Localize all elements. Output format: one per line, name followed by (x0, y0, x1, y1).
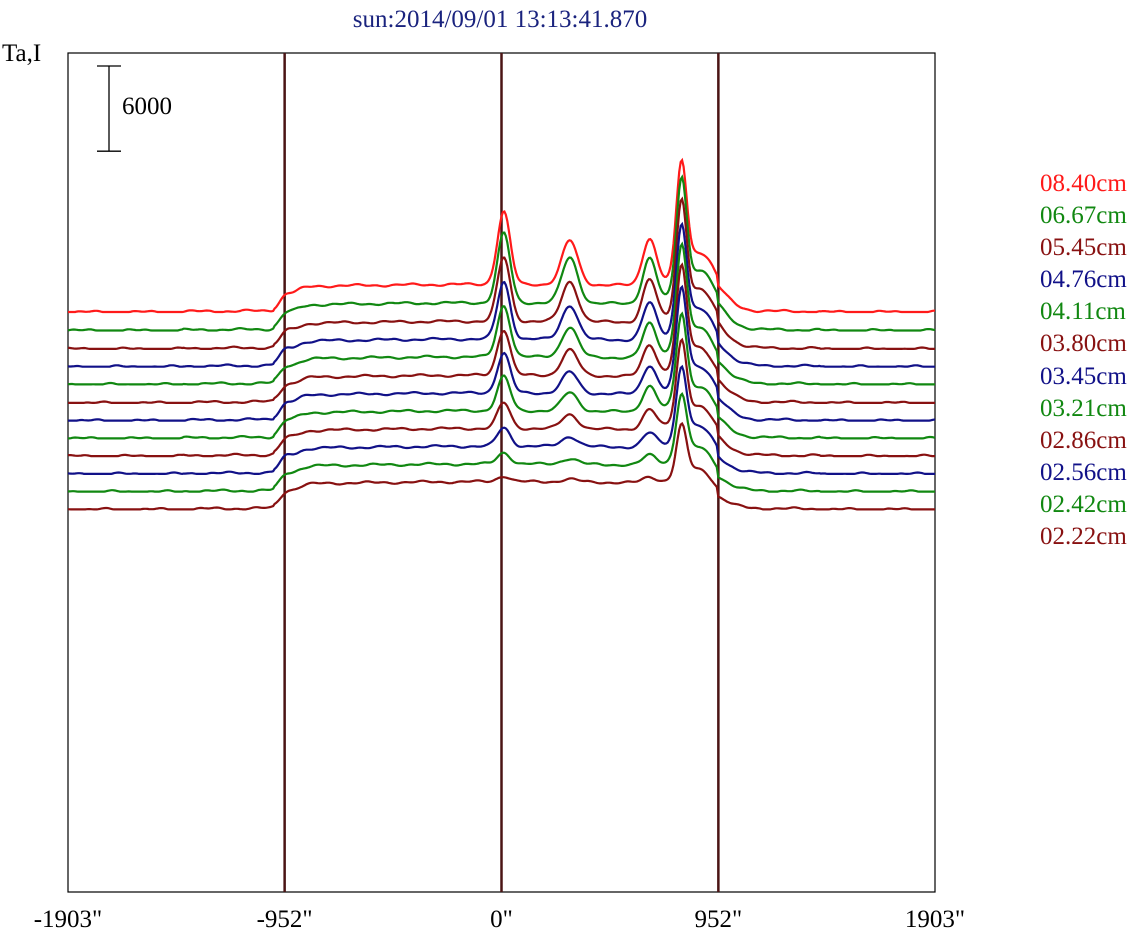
vertical-markers (283, 53, 720, 892)
series-line-06-67cm (67, 174, 936, 332)
x-tick-label: -952" (256, 906, 313, 933)
legend-item: 02.56cm (1040, 458, 1127, 486)
series-line-08-40cm (68, 157, 935, 314)
x-tick-label: 1903" (904, 906, 966, 933)
legend-item: 03.80cm (1040, 330, 1127, 358)
x-tick-label: -1903" (33, 906, 103, 933)
legend-item: 03.21cm (1040, 394, 1127, 422)
y-axis-label: Ta,I (2, 40, 42, 67)
legend-item: 06.67cm (1040, 202, 1127, 230)
legend-item: 02.42cm (1040, 490, 1127, 518)
x-tick-label: 952" (694, 906, 743, 933)
chart-title: sun:2014/09/01 13:13:41.870 (352, 6, 648, 33)
series-line-03-21cm (68, 311, 936, 440)
legend-item: 03.45cm (1040, 362, 1127, 390)
scale-bar-label: 6000 (122, 93, 172, 120)
series-line-03-45cm (68, 284, 936, 422)
series-line-02-56cm (67, 364, 935, 476)
series-line-04-11cm (67, 241, 935, 386)
legend-item: 02.22cm (1040, 523, 1127, 551)
legend-item: 02.86cm (1040, 426, 1127, 454)
scale-bar (97, 65, 121, 152)
legend-item: 08.40cm (1040, 170, 1127, 197)
series-line-05-45cm (67, 196, 935, 350)
series-line-02-86cm (68, 337, 935, 458)
x-tick-label: 0" (490, 906, 513, 933)
series-group (67, 157, 936, 511)
series-line-03-80cm (68, 262, 935, 404)
series-line-02-22cm (67, 421, 935, 511)
legend-item: 04.76cm (1040, 266, 1127, 294)
legend-item: 04.11cm (1040, 298, 1126, 326)
legend: 08.40cm 06.67cm 05.45cm 04.76cm 04.11cm 03.80… (1040, 168, 1127, 553)
legend-item: 05.45cm (1040, 234, 1127, 262)
series-line-02-42cm (67, 391, 935, 493)
series-line-04-76cm (67, 221, 935, 368)
